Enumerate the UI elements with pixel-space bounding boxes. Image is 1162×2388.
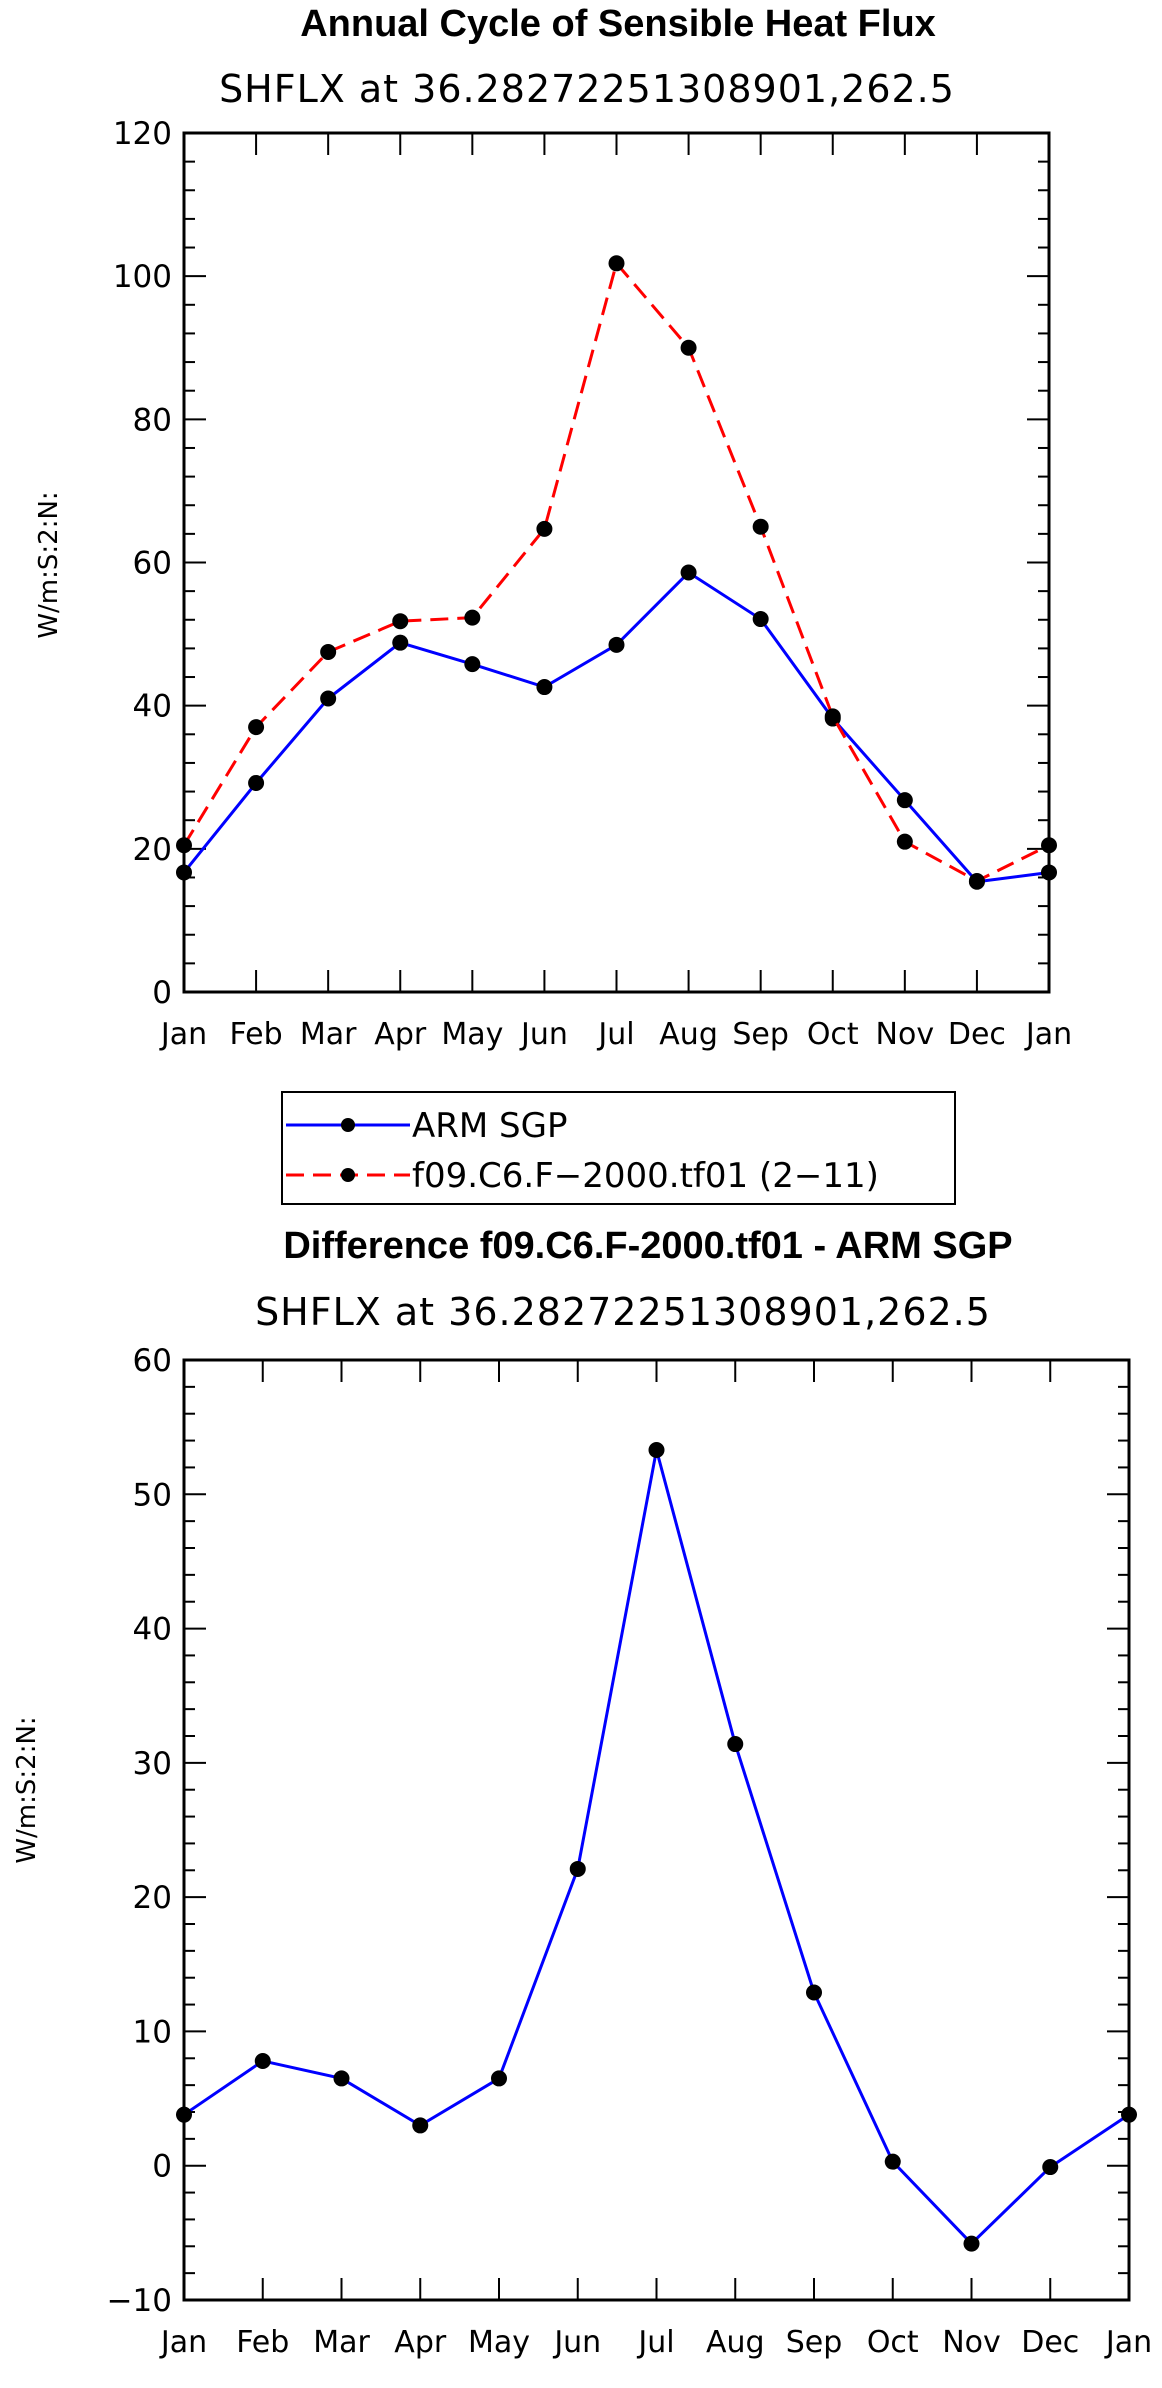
chart-difference: Difference f09.C6.F-2000.tf01 - ARM SGP … [12,1225,1152,2360]
legend-marker-f09 [341,1168,355,1182]
legend-marker-arm-sgp [341,1118,355,1132]
chart1-y-tick-label: 40 [133,689,172,725]
chart1-series-0-point [608,636,625,653]
chart1-y-tick-label: 0 [152,975,172,1011]
chart1-y-tick-label: 80 [133,402,172,438]
chart1-title: Annual Cycle of Sensible Heat Flux [300,3,936,45]
chart2-y-tick-label: 50 [133,1477,172,1513]
chart2-x-tick-label: Oct [867,2325,919,2360]
chart2-subtitle: SHFLX at 36.28272251308901,262.5 [255,1290,991,1334]
chart2-series-0-point [648,1441,665,1458]
chart1-series-0-point [896,792,913,809]
chart1-series-1-point [320,643,337,660]
chart2-series-0-point [727,1736,744,1753]
chart1-series-0-point [1041,864,1057,881]
chart1-series-0-point [392,634,409,651]
chart1-y-axis-label: W/m:S:2:N: [34,491,64,638]
chart1-x-tick-label: Aug [659,1017,718,1052]
chart1-x-tick-label: Jan [1024,1017,1072,1052]
chart1-x-tick-label: Mar [300,1017,357,1052]
legend-label-f09: f09.C6.F−2000.tf01 (2−11) [412,1156,879,1196]
chart2-series-0-point [412,2117,429,2134]
chart2-x-tick-label: May [468,2325,530,2360]
chart2-x-tick-label: Sep [786,2325,843,2360]
chart2-series-0-point [806,1984,822,2001]
chart1-x-tick-label: Jan [159,1017,207,1052]
chart1-series-1-point [968,873,985,890]
chart1-x-tick-label: May [441,1017,503,1052]
chart2-y-tick-label: 30 [133,1746,172,1782]
chart2-y-tick-label: 20 [133,1880,172,1916]
chart1-series-0-point [752,611,769,628]
chart1-series-0-point [680,564,697,581]
chart2-series-0-point [254,2052,271,2069]
chart2-series-0-point [569,1860,586,1877]
chart2-x-tick-label: Apr [394,2325,447,2360]
chart2-series-0-point [1121,2106,1137,2123]
chart1-legend: ARM SGP f09.C6.F−2000.tf01 (2−11) [281,1091,956,1205]
chart2-x-tick-label: Jan [1104,2325,1152,2360]
chart1-series-1-point [464,609,481,626]
chart2-x-tick-label: Jun [552,2325,601,2360]
chart1-x-tick-label: Oct [807,1017,859,1052]
chart1-series-0-point [248,774,265,791]
chart2-x-tick-label: Feb [236,2325,289,2360]
chart2-x-tick-label: Jan [159,2325,207,2360]
chart1-series-0-point [464,656,481,673]
chart2-series-line-0 [183,1449,1130,2246]
chart2-series-0-point [884,2153,901,2170]
chart2-y-tick-label: 40 [133,1612,172,1648]
chart1-x-tick-label: Dec [948,1017,1006,1052]
chart2-series-0-point [176,2106,192,2123]
chart1-x-tick-label: Apr [374,1017,427,1052]
chart1-series-0-point [176,864,192,881]
chart1-series-1-point [536,520,553,537]
chart1-series-1-point [752,518,769,535]
chart1-x-tick-label: Jun [519,1017,568,1052]
chart1-series-line-0 [182,570,1050,884]
chart2-plot-frame [182,1358,1131,2302]
chart1-y-tick-label: 60 [133,546,172,582]
chart2-x-tick-label: Mar [313,2325,370,2360]
chart2-x-tick-label: Nov [942,2325,1001,2360]
chart-annual-cycle: Annual Cycle of Sensible Heat Flux SHFLX… [34,3,1072,1205]
chart1-series-1-point [392,613,409,630]
chart1-y-tick-label: 20 [133,832,172,868]
chart1-x-tick-label: Jul [596,1017,634,1052]
chart1-x-tick-label: Sep [732,1017,789,1052]
chart2-x-tick-label: Jul [636,2325,674,2360]
chart1-series-0-point [536,679,553,696]
chart2-y-tick-label: 60 [133,1343,172,1379]
chart2-series-0-point [491,2070,507,2087]
chart1-y-tick-label: 100 [113,259,172,295]
chart1-x-tick-label: Nov [876,1017,935,1052]
chart2-series-0-point [333,2070,350,2087]
chart2-x-tick-label: Dec [1021,2325,1079,2360]
chart1-series-1-point [176,837,192,854]
chart1-series-1-point [608,255,625,272]
chart1-subtitle: SHFLX at 36.28272251308901,262.5 [219,67,955,111]
chart2-title: Difference f09.C6.F-2000.tf01 - ARM SGP [283,1225,1012,1267]
chart1-series-1-point [896,833,913,850]
chart1-series-1-point [1041,837,1057,854]
chart2-y-axis-label: W/m:S:2:N: [12,1716,42,1863]
chart2-series-0-point [963,2235,980,2252]
chart1-series-line-1 [182,260,1050,883]
chart2-y-tick-label: −10 [107,2283,172,2319]
chart2-x-tick-label: Aug [706,2325,765,2360]
chart2-series-0-point [1042,2159,1059,2176]
chart1-series-1-point [680,339,697,356]
chart2-y-tick-label: 10 [133,2014,172,2050]
chart1-y-tick-label: 120 [113,116,172,152]
legend-label-arm-sgp: ARM SGP [412,1106,567,1146]
chart1-x-tick-label: Feb [230,1017,283,1052]
chart1-series-1-point [248,719,265,736]
legend-box [281,1091,956,1205]
chart1-series-1-point [824,708,841,725]
chart1-series-0-point [320,690,337,707]
chart2-y-tick-label: 0 [152,2149,172,2185]
